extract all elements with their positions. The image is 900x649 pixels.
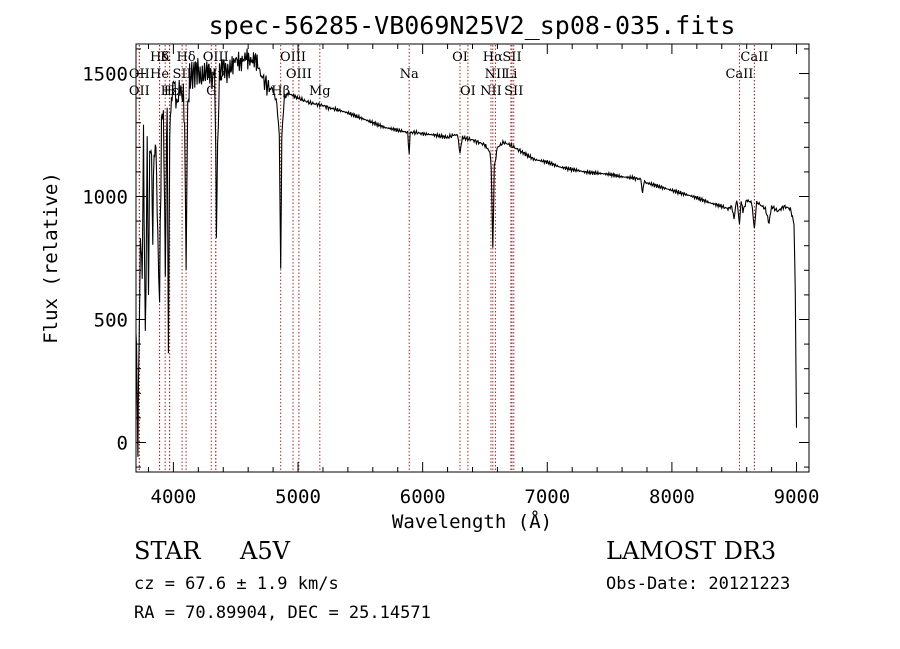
x-tick-label: 8000 <box>649 486 695 508</box>
survey-name: LAMOST DR3 <box>606 537 776 565</box>
y-tick-label: 1500 <box>82 64 128 86</box>
line-marker-label: OI <box>452 50 468 65</box>
y-axis-label: Flux (relative) <box>40 172 62 344</box>
line-marker-label: K <box>160 50 170 65</box>
line-marker-label: H <box>164 84 175 99</box>
line-marker-label: Hα <box>483 50 503 65</box>
line-marker-label: Li <box>504 67 517 82</box>
line-marker-label: CaII <box>740 50 768 65</box>
line-markers <box>138 45 755 471</box>
observation-date: Obs-Date: 20121223 <box>606 574 790 594</box>
coordinates: RA = 70.89904, DEC = 25.14571 <box>134 603 431 623</box>
line-marker-label: Hδ <box>177 50 196 65</box>
subclass: A5V <box>239 537 291 565</box>
line-marker-label: SII <box>504 84 523 99</box>
line-marker-label: OIII <box>286 67 312 82</box>
line-marker-label: OII <box>129 84 150 99</box>
line-marker-label: CaII <box>725 67 753 82</box>
chart-title: spec-56285-VB069N25V2_sp08-035.fits <box>209 11 736 40</box>
line-marker-label: OI <box>460 84 476 99</box>
line-marker-label: He <box>150 67 169 82</box>
y-tick-label: 1000 <box>82 187 128 209</box>
x-tick-label: 4000 <box>151 486 197 508</box>
object-type: STAR <box>134 537 201 565</box>
line-marker-label: G <box>206 84 216 99</box>
redshift-cz: cz = 67.6 ± 1.9 km/s <box>134 574 339 594</box>
line-marker-label: OII <box>129 67 150 82</box>
x-tick-label: 5000 <box>275 486 321 508</box>
spectrum-series <box>135 48 798 457</box>
line-marker-label: SII <box>173 67 192 82</box>
line-marker-label: NII <box>480 84 502 99</box>
y-tick-label: 0 <box>117 432 128 454</box>
line-marker-label: SII <box>502 50 521 65</box>
x-axis-ticks: 4000 5000 6000 7000 8000 9000 <box>147 44 820 508</box>
line-marker-label: CaII <box>740 0 768 4</box>
line-marker-label: Na <box>400 67 419 82</box>
line-marker-label: OIII <box>280 50 306 65</box>
flux-line <box>135 48 798 457</box>
line-marker-label: NII <box>485 67 507 82</box>
line-marker-label: Hε <box>161 84 179 99</box>
plot-frame <box>135 43 810 473</box>
y-tick-label: 500 <box>94 309 128 331</box>
x-tick-label: 7000 <box>524 486 570 508</box>
x-axis-label: Wavelength (Å) <box>392 510 552 533</box>
y-axis-ticks: 0 500 1000 1500 <box>82 48 809 468</box>
line-marker-label: Hδ <box>150 50 169 65</box>
x-tick-label: 6000 <box>400 486 446 508</box>
x-tick-label: 9000 <box>774 486 820 508</box>
line-marker-label: Mg <box>309 84 331 99</box>
